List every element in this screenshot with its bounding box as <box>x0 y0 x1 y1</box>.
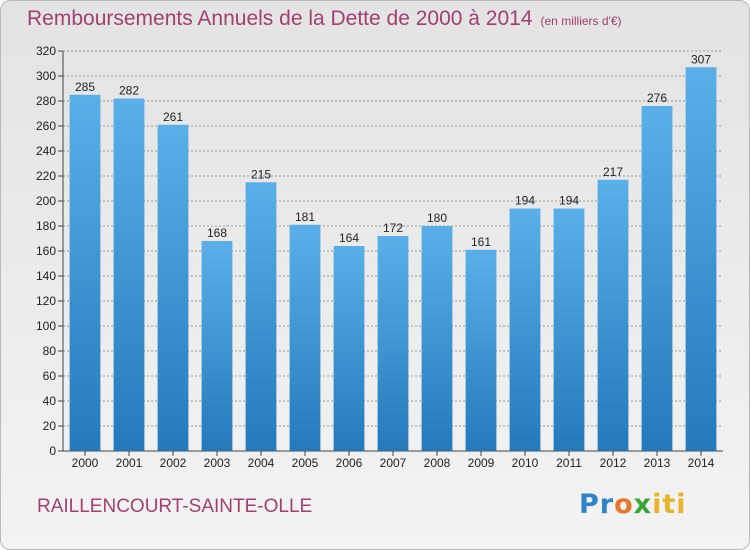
x-tick-label: 2003 <box>204 456 231 470</box>
bar-2006 <box>333 246 365 451</box>
x-tick-label: 2014 <box>688 456 715 470</box>
bar-value-label: 172 <box>383 221 403 235</box>
x-tick-label: 2011 <box>556 456 582 470</box>
commune-name: RAILLENCOURT-SAINTE-OLLE <box>37 496 313 517</box>
bar-2003 <box>201 241 233 451</box>
x-tick-label: 2013 <box>644 456 671 470</box>
bar-2004 <box>245 182 277 451</box>
bar-value-label: 194 <box>559 194 579 208</box>
x-tick-label: 2000 <box>72 456 99 470</box>
y-tick-label: 120 <box>36 294 56 308</box>
bar-value-label: 276 <box>647 91 667 105</box>
bar-value-label: 215 <box>251 167 271 181</box>
bar-2000 <box>69 94 101 451</box>
bar-value-label: 164 <box>339 231 359 245</box>
chart-subtitle: (en milliers d'€) <box>540 14 622 28</box>
y-tick-label: 140 <box>36 269 56 283</box>
logo-part-3: x <box>633 489 653 520</box>
bar-value-label: 285 <box>75 80 95 94</box>
x-tick-label: 2007 <box>380 456 407 470</box>
x-tick-label: 2012 <box>600 456 627 470</box>
y-tick-label: 0 <box>49 444 56 458</box>
y-tick-label: 160 <box>36 244 56 258</box>
bar-value-label: 282 <box>119 84 139 98</box>
x-tick-label: 2008 <box>424 456 451 470</box>
bar-2012 <box>597 179 629 451</box>
logo-part-4: iti <box>652 489 687 520</box>
bar-value-label: 161 <box>471 235 491 249</box>
y-tick-label: 60 <box>43 369 57 383</box>
bar-2014 <box>685 67 717 451</box>
y-tick-label: 220 <box>36 169 56 183</box>
logo-part-2: o <box>614 489 634 520</box>
bars <box>69 67 717 451</box>
chart-title-text: Remboursements Annuels de la Dette de 20… <box>27 7 533 30</box>
bar-value-label: 180 <box>427 211 447 225</box>
bar-2013 <box>641 106 673 451</box>
y-tick-label: 260 <box>36 119 56 133</box>
bar-value-label: 217 <box>603 165 623 179</box>
logo-part-1: Pr <box>579 489 615 520</box>
bar-value-label: 261 <box>163 110 183 124</box>
labels: 0 20 40 60 80 100 120 140 160 180 200 220 240 260 280 3… <box>36 44 715 470</box>
x-tick-label: 2006 <box>336 456 363 470</box>
x-tick-label: 2004 <box>248 456 275 470</box>
y-tick-label: 200 <box>36 194 56 208</box>
bar-2010 <box>509 208 541 451</box>
bar-value-label: 307 <box>691 52 711 66</box>
x-tick-label: 2002 <box>160 456 187 470</box>
bar-value-label: 181 <box>295 210 315 224</box>
bar-2002 <box>157 124 189 451</box>
chart-title: Remboursements Annuels de la Dette de 20… <box>27 7 622 31</box>
proxiti-logo: Proxiti <box>579 489 687 520</box>
bar-2009 <box>465 249 497 451</box>
y-tick-label: 300 <box>36 69 56 83</box>
x-tick-label: 2009 <box>468 456 495 470</box>
y-tick-label: 40 <box>43 394 57 408</box>
y-tick-label: 320 <box>36 44 56 58</box>
y-tick-label: 280 <box>36 94 56 108</box>
bar-2001 <box>113 98 145 451</box>
bar-2011 <box>553 208 585 451</box>
y-tick-label: 180 <box>36 219 56 233</box>
bar-2008 <box>421 226 453 451</box>
x-tick-label: 2001 <box>116 456 143 470</box>
x-tick-label: 2005 <box>292 456 319 470</box>
y-tick-label: 100 <box>36 319 56 333</box>
bar-2005 <box>289 224 321 451</box>
x-tick-label: 2010 <box>512 456 539 470</box>
y-tick-label: 240 <box>36 144 56 158</box>
bar-value-label: 194 <box>515 194 535 208</box>
bar-2007 <box>377 236 409 451</box>
y-tick-label: 80 <box>43 344 57 358</box>
y-tick-label: 20 <box>43 419 57 433</box>
bar-value-label: 168 <box>207 226 227 240</box>
